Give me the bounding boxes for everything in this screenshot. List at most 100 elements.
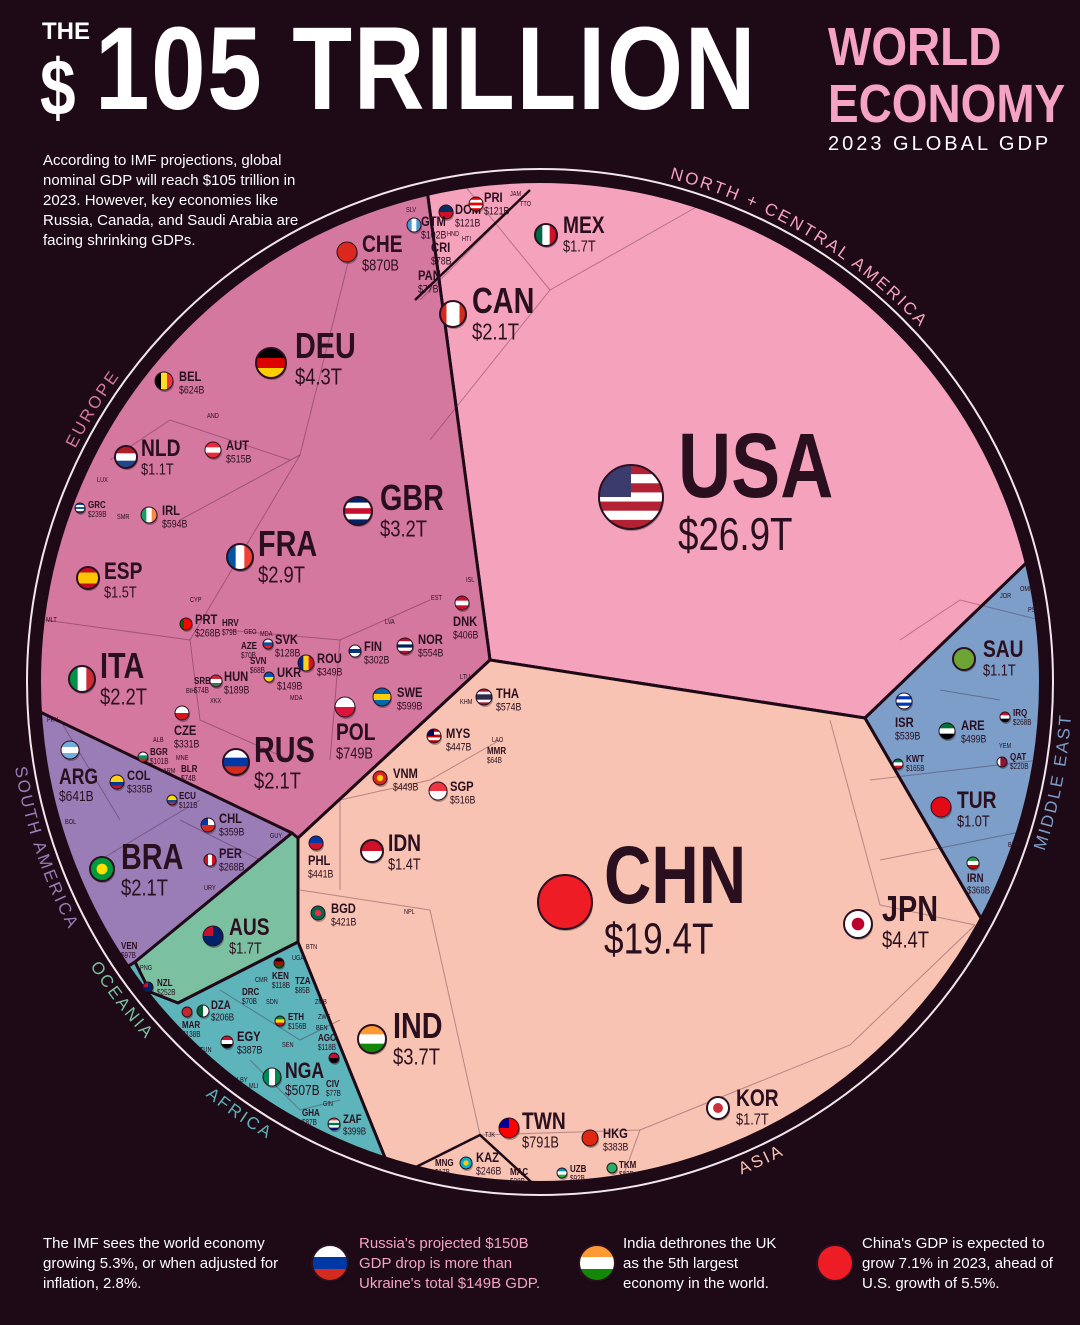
country-code: OMN: [1020, 585, 1033, 593]
country-label-lby: LBY: [237, 1076, 248, 1084]
country-label-mne: MNE: [176, 754, 188, 762]
country-code: AZE: [241, 640, 257, 651]
country-code: MYS: [446, 726, 470, 741]
country-code: MMR: [487, 745, 506, 756]
country-code: USA: [678, 414, 833, 517]
country-code: CRI: [431, 240, 450, 255]
country-code: THA: [496, 686, 519, 701]
country-label-jam: JAM: [510, 190, 521, 198]
flag-icon: [166, 794, 178, 807]
country-gdp: $507B: [285, 1082, 320, 1099]
country-code: KWT: [906, 753, 925, 764]
cell-border: [299, 889, 431, 911]
country-code: LTU: [460, 673, 471, 681]
country-label-mda: MDA: [260, 630, 273, 638]
country-labels: USA$26.9TMEX$1.7TCAN$2.1TDOM$121BPRI$121…: [46, 190, 1039, 1187]
country-label-esp: ESP$1.5T: [104, 557, 142, 602]
footer-note-growth: The IMF sees the world economy growing 5…: [43, 1235, 279, 1292]
country-label-lux: LUX: [97, 476, 109, 484]
country-code: ITA: [100, 645, 144, 686]
country-label-tza: TZA$85B: [295, 975, 311, 995]
cell-border: [899, 599, 1040, 641]
country-code: FRA: [258, 523, 317, 564]
country-label-lva: LVA: [385, 618, 395, 626]
country-label-and: AND: [207, 412, 219, 420]
title-world: WORLD: [828, 17, 1002, 77]
country-gdp: $594B: [162, 519, 188, 531]
flag-icon: [556, 1167, 568, 1180]
country-label-bhr: BHR: [1008, 841, 1020, 849]
country-label-isr: ISR$539B: [895, 715, 921, 743]
country-label-isl: ISL: [466, 576, 475, 584]
country-code: AGO: [318, 1032, 336, 1043]
country-gdp: $165B: [906, 763, 925, 773]
country-label-chn: CHN$19.4T: [604, 829, 746, 964]
country-code: JOR: [1000, 592, 1012, 600]
country-code: ZWE: [318, 1013, 330, 1021]
country-label-arg: ARG$641B: [59, 765, 98, 804]
footer-note-india: India dethrones the UK as the 5th larges…: [623, 1235, 777, 1292]
country-label-hun: HUN$189B: [224, 669, 250, 697]
country-label-pan: PAN$77B: [418, 268, 441, 296]
country-label-gin: GIN: [323, 1100, 333, 1108]
flag-icon: [196, 1004, 210, 1019]
flag-icon: [274, 1015, 286, 1028]
country-label-tkm: TKM$83B: [619, 1159, 636, 1179]
country-gdp: $387B: [237, 1045, 263, 1057]
country-label-egy: EGY$387B: [237, 1029, 263, 1057]
country-code: BGR: [150, 746, 168, 757]
flag-icon: [200, 817, 216, 834]
country-label-pol: POL$749B: [336, 718, 375, 763]
country-code: CHE: [362, 230, 403, 258]
country-code: VEN: [121, 940, 137, 951]
country-gdp: $121B: [484, 206, 510, 218]
country-gdp: $121B: [179, 800, 198, 810]
country-code: TJK: [485, 1131, 496, 1139]
flag-icon: [475, 688, 493, 707]
flag-icon: [468, 196, 484, 213]
country-label-kor: KOR$1.7T: [736, 1084, 779, 1129]
country-code: SVK: [275, 632, 299, 647]
country-code: JPN: [882, 888, 938, 929]
country-code: ARM: [163, 767, 175, 775]
country-code: SEN: [282, 1041, 294, 1049]
country-code: PSE: [1028, 606, 1039, 614]
country-code: ECU: [179, 790, 196, 801]
flag-icon: [174, 705, 190, 722]
country-code: AUT: [226, 438, 249, 453]
country-code: TTO: [520, 200, 531, 208]
flag-icon: [202, 925, 224, 948]
country-label-guy: GUY: [270, 832, 283, 840]
country-label-eth: ETH$156B: [288, 1011, 307, 1031]
country-gdp: $599B: [397, 701, 423, 713]
cell-border: [429, 909, 481, 1136]
country-gdp: $268B: [195, 628, 221, 640]
flag-icon: [310, 905, 326, 922]
country-label-grc: GRC$239B: [88, 499, 107, 519]
country-label-png: PNG: [140, 964, 152, 972]
country-code: IRQ: [1013, 707, 1027, 718]
country-gdp: $870B: [362, 257, 399, 275]
flag-icon: [89, 856, 115, 883]
country-label-gbr: GBR$3.2T: [380, 477, 444, 542]
country-label-geo: GEO: [244, 628, 256, 636]
country-label-gtm: GTM$102B: [421, 214, 447, 242]
country-code: HND: [447, 230, 459, 238]
country-code: GTM: [421, 214, 446, 229]
country-gdp: $19.4T: [604, 915, 714, 964]
country-label-bel: BEL$624B: [179, 369, 205, 397]
title-economy: ECONOMY: [828, 74, 1066, 134]
flag-icon: [255, 347, 287, 380]
country-label-zmb: ZMB: [315, 998, 327, 1006]
flag-icon: [273, 957, 285, 970]
country-label-sen: SEN: [282, 1041, 294, 1049]
country-label-bra: BRA$2.1T: [121, 836, 183, 901]
flag-icon: [966, 856, 980, 871]
country-code: QAT: [1010, 751, 1027, 762]
flag-icon: [262, 638, 274, 651]
flag-icon: [263, 671, 275, 684]
country-label-bol: BOL: [65, 818, 77, 826]
country-label-bgd: BGD$421B: [331, 901, 357, 929]
country-gdp: $70B: [241, 650, 256, 660]
country-code: LBY: [237, 1076, 248, 1084]
